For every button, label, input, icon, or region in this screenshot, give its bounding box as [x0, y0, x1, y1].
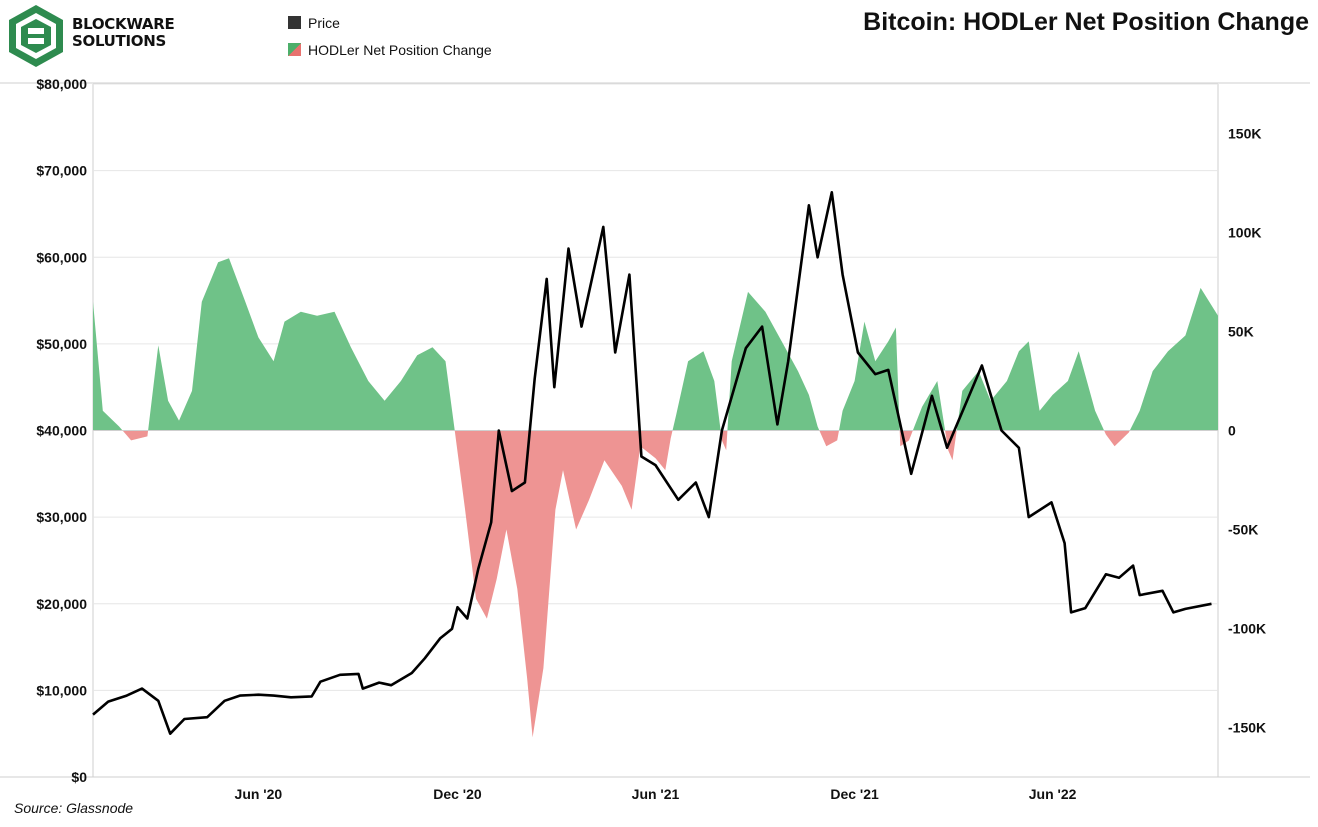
y-right-tick-label: 0: [1228, 423, 1236, 439]
y-right-tick-label: 50K: [1228, 324, 1254, 340]
y-right-tick-label: -50K: [1228, 522, 1258, 538]
y-left-tick-label: $70,000: [36, 163, 87, 179]
source-note: Source: Glassnode: [14, 800, 134, 816]
y-left-tick-label: $50,000: [36, 336, 87, 352]
y-right-tick-label: 150K: [1228, 126, 1261, 142]
brand-line-2: SOLUTIONS: [72, 32, 166, 50]
blockware-logo-icon: [9, 5, 63, 67]
brand-line-1: BLOCKWARE: [72, 15, 175, 33]
y-left-tick-label: $40,000: [36, 423, 87, 439]
brand-logo: BLOCKWARE SOLUTIONS: [6, 4, 175, 70]
price-swatch-icon: [288, 16, 301, 29]
y-left-tick-label: $30,000: [36, 509, 87, 525]
chart-legend: Price HODLer Net Position Change: [288, 12, 492, 66]
hodl-negative-area: [93, 430, 1218, 738]
price-line: [92, 191, 1212, 735]
legend-item-price: Price: [288, 12, 492, 33]
y-left-tick-label: $80,000: [36, 76, 87, 92]
x-tick-label: Jun '22: [1029, 786, 1077, 800]
x-tick-label: Dec '20: [433, 786, 482, 800]
legend-item-hodl: HODLer Net Position Change: [288, 39, 492, 60]
y-left-tick-label: $0: [71, 769, 87, 785]
y-left-tick-label: $20,000: [36, 596, 87, 612]
hodl-positive-area: [93, 258, 1218, 431]
page-title: Bitcoin: HODLer Net Position Change: [863, 8, 1309, 36]
x-tick-label: Jun '20: [235, 786, 283, 800]
y-right-tick-label: -150K: [1228, 720, 1266, 736]
x-tick-label: Jun '21: [632, 786, 680, 800]
y-right-tick-label: -100K: [1228, 621, 1266, 637]
hodl-swatch-icon: [288, 43, 301, 56]
y-right-tick-label: 100K: [1228, 225, 1261, 241]
legend-hodl-label: HODLer Net Position Change: [308, 41, 492, 58]
hodler-chart: $0 $10,000 $20,000 $30,000 $40,000 $50,000 $60…: [0, 76, 1310, 800]
y-left-tick-label: $60,000: [36, 249, 87, 265]
x-tick-label: Dec '21: [830, 786, 879, 800]
brand-name: BLOCKWARE SOLUTIONS: [72, 15, 175, 50]
y-left-tick-label: $10,000: [36, 682, 87, 698]
legend-price-label: Price: [308, 14, 340, 31]
